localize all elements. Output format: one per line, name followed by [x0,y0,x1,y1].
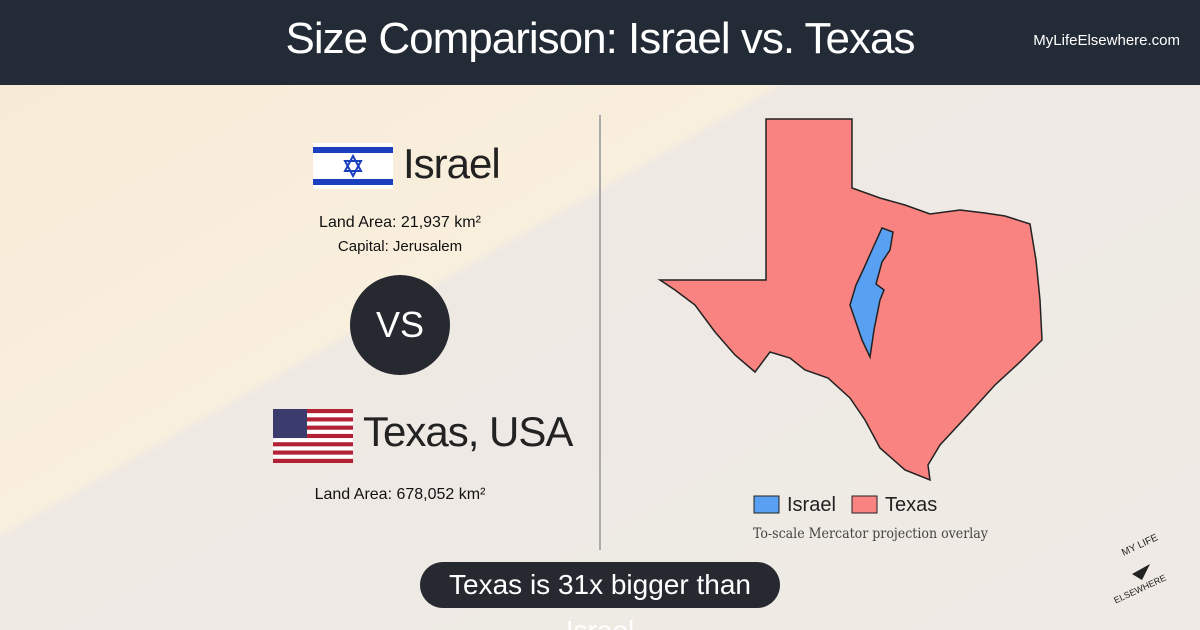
vs-badge: VS [350,275,450,375]
israel-flag [313,143,393,189]
summary: Texas is 31x bigger than Israel [420,562,780,630]
us-flag [273,409,353,463]
map-note: To-scale Mercator projection overlay [753,526,988,542]
capital: Capital: Jerusalem [337,238,463,255]
logo [1132,564,1150,580]
legend-swatch [753,495,780,514]
land-area: Land Area: 21,937 km² [319,214,481,231]
land-area: Land Area: 678,052 km² [314,486,486,503]
israel-shape [849,227,894,360]
legend-swatch [851,495,878,514]
divider [599,115,601,550]
title: Size Comparison: Israel vs. Texas [285,14,916,63]
country-name: Israel [403,140,501,187]
legend-label: Israel [787,494,836,516]
country-name: Texas, USA [363,408,573,455]
header: Size Comparison: Israel vs. Texas MyLife… [0,0,1200,85]
legend-label: Texas [885,494,938,516]
site-name: MyLifeElsewhere.com [1033,32,1180,49]
